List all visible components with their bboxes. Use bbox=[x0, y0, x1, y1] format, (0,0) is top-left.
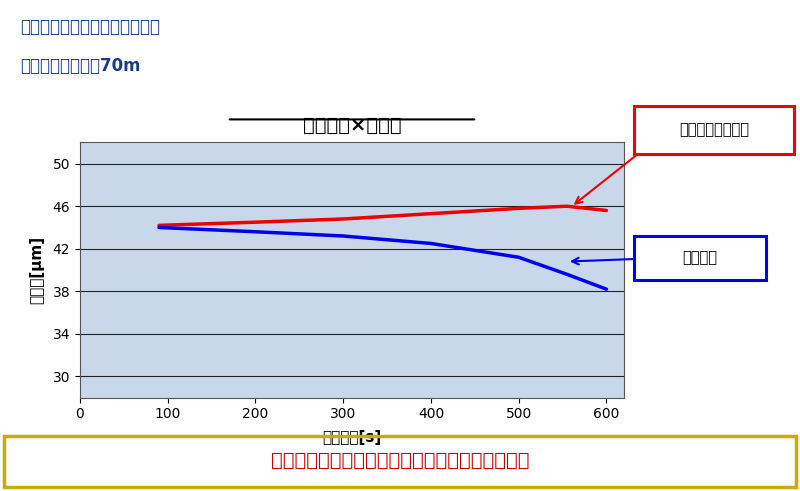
Text: 研磨膜厚均一化および研磨材使用量の削減を実現: 研磨膜厚均一化および研磨材使用量の削減を実現 bbox=[270, 451, 530, 470]
Bar bbox=[4, 436, 796, 488]
Y-axis label: 研磨量[μm]: 研磨量[μm] bbox=[30, 236, 44, 304]
Text: ＞　対象塗膜：航空機用上塗り: ＞ 対象塗膜：航空機用上塗り bbox=[20, 18, 160, 36]
Text: 従来方式: 従来方式 bbox=[682, 250, 718, 265]
Title: 研磨時間×研磨量: 研磨時間×研磨量 bbox=[302, 116, 402, 136]
X-axis label: 研磨時間[s]: 研磨時間[s] bbox=[322, 430, 382, 445]
Text: 当社独自システム: 当社独自システム bbox=[679, 123, 749, 137]
Text: ＞　総研磨距離：70m: ＞ 総研磨距離：70m bbox=[20, 57, 141, 75]
